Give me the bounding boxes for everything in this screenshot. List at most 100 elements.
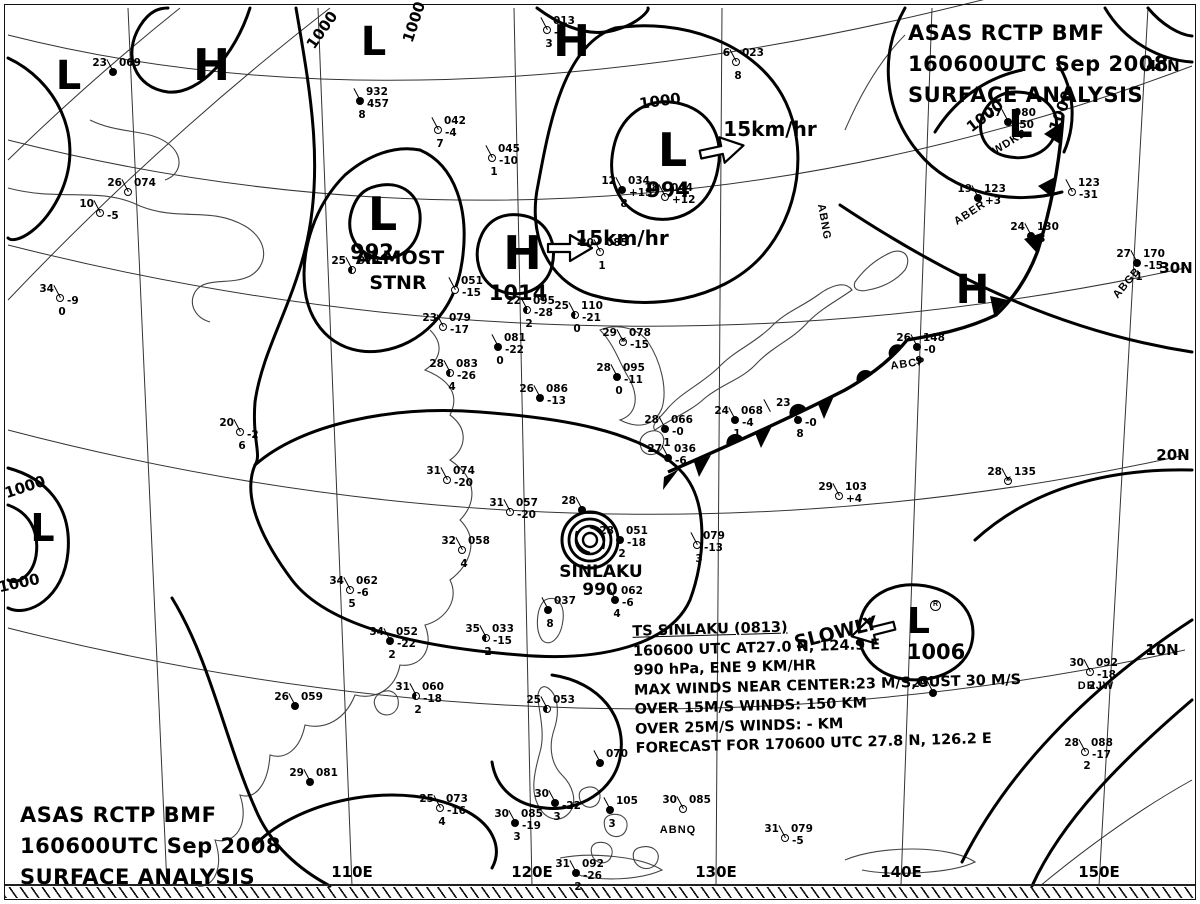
station-symbol xyxy=(386,637,394,645)
station-temperature: 25 xyxy=(554,300,569,312)
station-temperature: 10 xyxy=(79,198,94,210)
motion-label: ALMOST xyxy=(355,247,445,269)
station-temperature: 27 xyxy=(1116,248,1131,260)
station-dewpoint: 4 xyxy=(460,558,468,570)
station-symbol xyxy=(482,634,490,642)
station-symbol xyxy=(732,58,740,66)
station-dewpoint: 8 xyxy=(734,70,742,82)
station-dewpoint: 1 xyxy=(490,166,498,178)
station-pressure-code: 081 xyxy=(504,332,526,344)
station-symbol xyxy=(544,606,552,614)
station-pressure-code: 078 xyxy=(629,327,651,339)
station-dewpoint: 8 xyxy=(796,428,804,440)
station-change-value: -17 xyxy=(1092,749,1111,761)
station-temperature: 28 xyxy=(561,495,576,507)
station-change-value: -20 xyxy=(517,509,536,521)
graticule-label-30n: 30N xyxy=(1159,259,1193,277)
station-symbol xyxy=(551,799,559,807)
station-dewpoint: 0 xyxy=(58,306,66,318)
title-line-2: 160600UTC Sep 2008 xyxy=(908,52,1169,76)
station-symbol xyxy=(451,286,459,294)
station-dewpoint: 1 xyxy=(733,428,741,440)
station-change-value: -16 xyxy=(447,805,466,817)
station-change-value: -22 xyxy=(397,638,416,650)
station-change-value: -28 xyxy=(534,307,553,319)
station-dewpoint: 1 xyxy=(598,260,606,272)
station-symbol xyxy=(536,394,544,402)
station-symbol xyxy=(412,692,420,700)
station-temperature: 29 xyxy=(602,327,617,339)
station-temperature: 23 xyxy=(92,57,107,69)
station-dewpoint: 5 xyxy=(348,598,356,610)
station-pressure-code: 044 xyxy=(671,182,693,194)
coastlines xyxy=(7,34,977,887)
station-change-value: -13 xyxy=(704,542,723,554)
station-dewpoint: 2 xyxy=(618,548,626,560)
station-symbol xyxy=(661,425,669,433)
motion-label: 15km/hr xyxy=(575,226,669,250)
station-pressure-code: 053 xyxy=(553,694,575,706)
station-symbol xyxy=(291,702,299,710)
station-symbol xyxy=(1081,748,1089,756)
station-dewpoint: 1 xyxy=(663,437,671,449)
station-dewpoint: 8 xyxy=(546,618,554,630)
station-symbol xyxy=(619,336,627,346)
station-change-value: -6 xyxy=(357,587,369,599)
station-symbol xyxy=(446,369,454,377)
motion-label: STNR xyxy=(369,272,427,294)
station-symbol xyxy=(664,454,672,462)
title-block-bottom-left: ASAS RCTP BMF 160600UTC Sep 2008 SURFACE… xyxy=(20,800,298,893)
station-symbol xyxy=(661,193,669,201)
typhoon-symbol xyxy=(560,510,620,570)
map-bottom-line xyxy=(5,884,1195,886)
low-center-letter: L xyxy=(367,187,397,241)
station-temperature: 17 xyxy=(987,107,1002,119)
station-symbol xyxy=(543,26,551,34)
station-change-value: -5 xyxy=(107,210,119,222)
ship-callsign-label: ABNQ xyxy=(659,824,697,836)
low-center-letter: L xyxy=(55,53,81,99)
station-symbol xyxy=(434,126,442,134)
station-temperature: 28 xyxy=(644,414,659,426)
station-pressure-code: 059 xyxy=(301,691,323,703)
motion-label: 15km/hr xyxy=(723,117,817,141)
station-dewpoint: 3 xyxy=(513,831,521,843)
station-change-value: -11 xyxy=(624,374,643,386)
station-temperature: 29 xyxy=(289,767,304,779)
station-pressure-code: 092 xyxy=(1096,657,1118,669)
graticule-label-110e: 110E xyxy=(331,863,373,881)
station-dewpoint: 2 xyxy=(1088,680,1096,692)
station-pressure-code: 066 xyxy=(671,414,693,426)
station-dewpoint: 0 xyxy=(573,323,581,335)
station-pressure-code: 105 xyxy=(616,795,638,807)
title-block-top-right: ASAS RCTP BMF 160600UTC Sep 2008 SURFACE… xyxy=(908,18,1186,111)
station-change-value: -18 xyxy=(1097,669,1116,681)
station-temperature: 31 xyxy=(764,823,779,835)
graticule-label-10n: 10N xyxy=(1145,641,1179,659)
station-pressure-code: 123 xyxy=(984,183,1006,195)
graticule-label-140e: 140E xyxy=(880,863,922,881)
station-dewpoint: 4 xyxy=(438,816,446,828)
station-temperature: 26 xyxy=(519,383,534,395)
station-temperature: 12 xyxy=(601,175,616,187)
station-symbol xyxy=(1068,188,1076,196)
station-temperature: 32 xyxy=(441,535,456,547)
station-pressure-code: 081 xyxy=(316,767,338,779)
station-temperature: 31 xyxy=(489,497,504,509)
station-symbol xyxy=(618,186,626,194)
station-symbol xyxy=(511,819,519,827)
station-temperature: 26 xyxy=(107,177,122,189)
station-temperature: 28 xyxy=(987,466,1002,478)
high-center-letter: H xyxy=(955,267,989,313)
station-symbol xyxy=(1027,232,1035,240)
station-pressure-code: 095 xyxy=(533,295,555,307)
station-temperature: 30 xyxy=(662,794,677,806)
station-pressure-code: 057 xyxy=(516,497,538,509)
graticule-label-120e: 120E xyxy=(511,863,553,881)
station-pressure-code: 170 xyxy=(1143,248,1165,260)
station-pressure-code: 062 xyxy=(621,585,643,597)
station-pressure-code: 033 xyxy=(492,623,514,635)
station-dewpoint: 0 xyxy=(496,355,504,367)
station-symbol xyxy=(611,596,619,604)
title-line-2: 160600UTC Sep 2008 xyxy=(20,834,281,858)
